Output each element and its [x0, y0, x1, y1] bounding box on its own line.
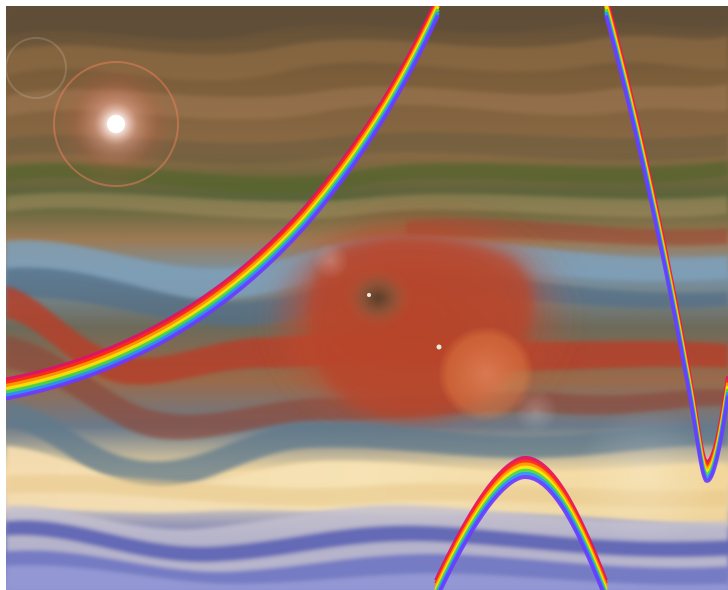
artwork-canvas: [6, 6, 728, 590]
rainbow-arc-left-stripe: [6, 14, 440, 401]
rainbow-arc-right-stripe: [604, 15, 728, 483]
cream-band-detail: [6, 474, 728, 508]
violet-wave-bands: [6, 505, 728, 590]
sun-core: [107, 115, 125, 133]
eye-highlight: [367, 293, 371, 297]
sun-flare-ring: [53, 61, 179, 187]
lens-flare-circle-large: [438, 326, 534, 422]
upper-wave-bands: [6, 6, 728, 246]
rainbow-arc-right: [604, 6, 728, 483]
abstract-artwork: [6, 6, 728, 590]
mid-lower-bands: [6, 401, 728, 489]
lens-flare-circle-mid: [313, 243, 349, 279]
lens-flare-circle-small: [514, 389, 558, 433]
lens-flare-ring-left: [6, 37, 67, 99]
rainbow-arc-bottom: [434, 456, 608, 590]
swirl-eye: [344, 268, 412, 328]
rainbow-arcs: [6, 6, 728, 590]
spark-dot: [436, 344, 442, 350]
lens-flare-circle-right: [576, 406, 716, 546]
rainbow-arc-bottom-stripe: [438, 475, 605, 590]
rainbow-arc-left: [6, 6, 440, 401]
